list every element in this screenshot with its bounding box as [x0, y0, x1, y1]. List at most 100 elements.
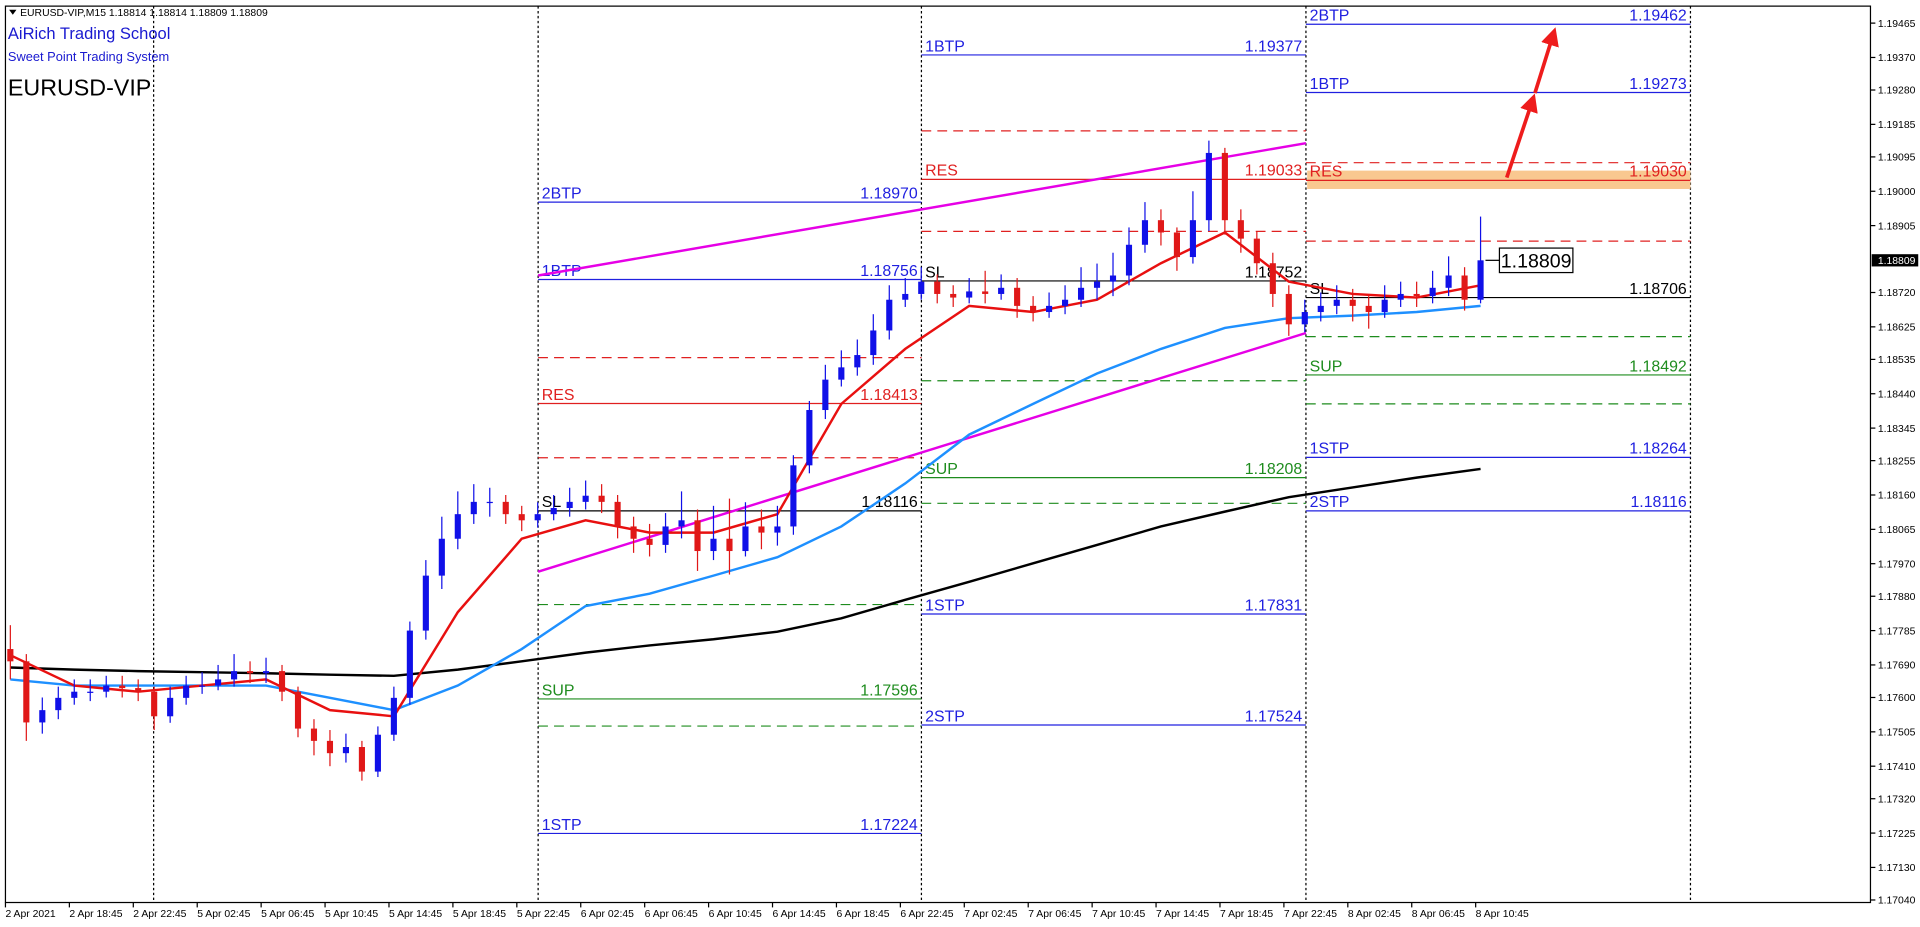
y-tick-label: 1.19095 — [1878, 153, 1916, 164]
y-tick-label: 1.17320 — [1878, 794, 1916, 805]
level-name: 2BTP — [1310, 8, 1350, 25]
candle-body — [358, 747, 365, 772]
candle-body — [838, 367, 845, 380]
candle-body — [934, 281, 941, 294]
candle-body — [582, 495, 589, 502]
candle-body — [1125, 244, 1133, 276]
candle-body — [422, 575, 429, 631]
axis-price-tag — [1871, 254, 1919, 267]
level-value: 1.17831 — [1245, 597, 1303, 614]
y-tick-label: 1.18905 — [1878, 221, 1916, 232]
y-tick-label: 1.18255 — [1878, 456, 1916, 467]
candle-body — [1253, 238, 1260, 264]
candle-body — [518, 514, 525, 521]
level-value: 1.18413 — [860, 387, 918, 404]
candle-body — [1093, 281, 1101, 288]
x-tick-label: 5 Apr 02:45 — [197, 909, 250, 920]
y-tick-label: 1.18440 — [1878, 389, 1916, 400]
y-tick-label: 1.17130 — [1878, 863, 1916, 874]
menu-triangle — [9, 9, 17, 15]
level-value: 1.18756 — [860, 263, 918, 280]
level-name: RES — [542, 387, 575, 404]
candle-body — [614, 501, 621, 527]
x-tick-label: 7 Apr 14:45 — [1156, 909, 1209, 920]
y-tick-label: 1.17600 — [1878, 693, 1916, 704]
x-tick-label: 6 Apr 06:45 — [645, 909, 698, 920]
level-name: 2STP — [1310, 494, 1350, 511]
plot-frame — [4, 5, 1872, 904]
arrow — [1505, 93, 1538, 179]
candles — [7, 140, 1484, 781]
candle-body — [470, 501, 477, 515]
y-tick-label: 1.19000 — [1878, 187, 1916, 198]
candle-body — [742, 526, 749, 552]
candle-body — [918, 281, 925, 294]
level-name: 1BTP — [1310, 76, 1350, 93]
candle-body — [694, 520, 701, 552]
candle-body — [854, 355, 861, 368]
current-price-box — [1498, 247, 1574, 274]
y-tick-label: 1.17505 — [1878, 728, 1916, 739]
y-tick-label: 1.18535 — [1878, 355, 1916, 366]
candle-body — [982, 291, 989, 294]
axes: 1.19465 1.19370 1.19280 1.19185 1.19095 1.190… — [4, 19, 1919, 920]
candle-body — [662, 526, 669, 545]
candle-body — [1477, 260, 1484, 300]
level-name: 1STP — [542, 817, 582, 834]
candle-body — [1269, 263, 1276, 294]
candle-body — [902, 293, 909, 300]
level-value: 1.19030 — [1629, 164, 1687, 181]
separators — [153, 6, 1692, 903]
candle-body — [103, 685, 110, 692]
candle-body — [726, 538, 733, 552]
level-name: 2BTP — [542, 185, 582, 202]
x-tick-label: 7 Apr 06:45 — [1028, 909, 1081, 920]
candle-body — [7, 649, 14, 662]
level-value: 1.19033 — [1245, 163, 1303, 180]
candle-body — [1285, 293, 1292, 325]
candle-body — [1445, 275, 1452, 288]
candle-body — [23, 661, 30, 723]
level-value: 1.18264 — [1629, 441, 1687, 458]
candle-body — [502, 501, 509, 515]
candle-body — [1157, 220, 1165, 233]
level-value: 1.19377 — [1245, 38, 1303, 55]
x-tick-label: 5 Apr 18:45 — [453, 909, 506, 920]
level-name: SUP — [1310, 358, 1343, 375]
candle-body — [1381, 299, 1388, 313]
x-tick-label: 5 Apr 06:45 — [261, 909, 314, 920]
candle-body — [646, 538, 653, 545]
candle-body — [262, 671, 270, 674]
candle-body — [55, 697, 62, 711]
candle-body — [87, 691, 94, 693]
moving-average — [10, 467, 1481, 678]
candle-body — [71, 691, 78, 698]
candle-body — [1205, 152, 1212, 221]
candle-body — [566, 501, 573, 509]
level-name: 1STP — [925, 597, 965, 614]
x-tick-label: 5 Apr 10:45 — [325, 909, 378, 920]
level-name: 1BTP — [925, 38, 965, 55]
candle-body — [550, 508, 557, 515]
x-tick-label: 7 Apr 10:45 — [1092, 909, 1145, 920]
y-tick-label: 1.18160 — [1878, 491, 1916, 502]
candle-body — [1141, 220, 1149, 245]
candle-body — [326, 740, 334, 754]
level-name: SUP — [542, 682, 575, 699]
level-value: 1.17224 — [860, 817, 918, 834]
candle-body — [1461, 275, 1468, 300]
level-value: 1.19462 — [1629, 8, 1687, 25]
y-tick-label: 1.19465 — [1878, 19, 1916, 30]
candle-body — [1221, 152, 1228, 221]
x-tick-label: 2 Apr 2021 — [5, 909, 55, 920]
candle-body — [678, 520, 685, 527]
candle-body — [486, 501, 493, 504]
level-value: 1.18116 — [1630, 494, 1686, 511]
candle-body — [342, 747, 350, 754]
candle-body — [1349, 299, 1356, 306]
candle-body — [454, 514, 461, 539]
candle-body — [1413, 293, 1420, 297]
candle-body — [806, 410, 813, 466]
candle-body — [1189, 220, 1196, 258]
current-price-label: 1.18809 — [1501, 251, 1572, 273]
